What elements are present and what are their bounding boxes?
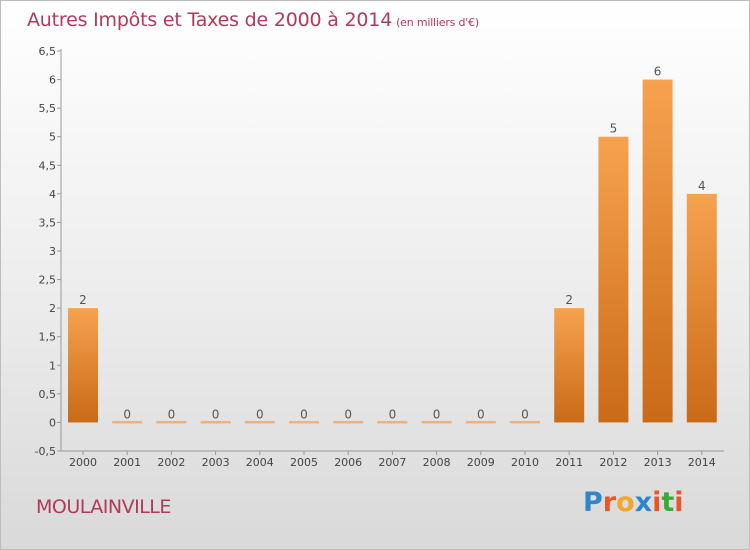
data-label: 6 <box>654 65 662 79</box>
y-tick-label: 3,5 <box>39 216 57 229</box>
data-label: 0 <box>168 407 176 421</box>
x-tick-label: 2012 <box>599 456 627 469</box>
y-tick-label: -0,5 <box>35 445 56 458</box>
data-label: 0 <box>300 407 308 421</box>
y-tick-label: 3 <box>49 245 56 258</box>
x-tick-label: 2007 <box>378 456 406 469</box>
y-tick-label: 2,5 <box>39 274 57 287</box>
x-tick-label: 2003 <box>202 456 230 469</box>
data-label: 0 <box>433 407 441 421</box>
bar <box>377 420 408 424</box>
y-tick-label: 2 <box>49 302 56 315</box>
x-tick-label: 2014 <box>688 456 716 469</box>
bar <box>333 420 364 424</box>
chart-title: Autres Impôts et Taxes de 2000 à 2014 (en… <box>27 9 479 31</box>
y-tick-label: 0,5 <box>39 388 57 401</box>
bar <box>421 420 452 424</box>
bar <box>510 420 540 424</box>
data-label: 0 <box>477 407 485 421</box>
y-tick-label: 0 <box>49 416 56 429</box>
chart-subtitle: (en milliers d'€) <box>396 16 479 29</box>
data-label: 2 <box>79 293 87 307</box>
data-label: 2 <box>565 293 573 307</box>
x-tick-label: 2008 <box>423 456 451 469</box>
bar <box>244 420 275 424</box>
x-tick-label: 2013 <box>644 456 672 469</box>
bar <box>68 308 98 423</box>
x-tick-label: 2004 <box>246 456 274 469</box>
bar <box>465 420 496 424</box>
y-tick-label: 5 <box>49 131 56 144</box>
bar <box>289 420 319 424</box>
x-tick-label: 2000 <box>69 456 97 469</box>
bar <box>112 420 143 424</box>
logo-letter: r <box>602 487 617 518</box>
chart-title-text: Autres Impôts et Taxes de 2000 à 2014 <box>27 9 393 31</box>
data-label: 0 <box>389 407 397 421</box>
data-label: 0 <box>256 407 264 421</box>
data-label: 0 <box>212 407 220 421</box>
data-label: 0 <box>521 407 529 421</box>
x-tick-label: 2001 <box>113 456 141 469</box>
logo-letter: x <box>634 487 653 518</box>
commune-name: MOULAINVILLE <box>36 496 171 518</box>
bar <box>200 420 231 424</box>
x-tick-label: 2002 <box>157 456 185 469</box>
y-tick-label: 6,5 <box>39 45 57 58</box>
bar <box>598 136 629 423</box>
bar <box>554 308 585 423</box>
bar <box>156 420 187 424</box>
x-tick-label: 2011 <box>555 456 583 469</box>
y-tick-label: 5,5 <box>39 102 57 115</box>
x-tick-label: 2005 <box>290 456 318 469</box>
bar <box>642 79 673 423</box>
y-tick-label: 6 <box>49 74 56 87</box>
x-tick-label: 2006 <box>334 456 362 469</box>
data-label: 0 <box>123 407 131 421</box>
x-tick-label: 2009 <box>467 456 495 469</box>
logo-letter: i <box>652 487 662 518</box>
x-tick-label: 2010 <box>511 456 539 469</box>
logo-letter: o <box>616 487 635 518</box>
y-tick-label: 1 <box>49 359 56 372</box>
data-label: 0 <box>344 407 352 421</box>
logo-letter: i <box>674 487 684 518</box>
y-tick-label: 4 <box>49 188 56 201</box>
logo-letter: P <box>583 487 603 518</box>
y-tick-label: 1,5 <box>39 331 57 344</box>
bar <box>686 193 717 423</box>
y-tick-label: 4,5 <box>39 159 57 172</box>
proxiti-logo[interactable]: Proxiti <box>583 487 684 518</box>
logo-letter: t <box>661 487 675 518</box>
data-label: 4 <box>698 179 706 193</box>
data-label: 5 <box>610 122 618 136</box>
